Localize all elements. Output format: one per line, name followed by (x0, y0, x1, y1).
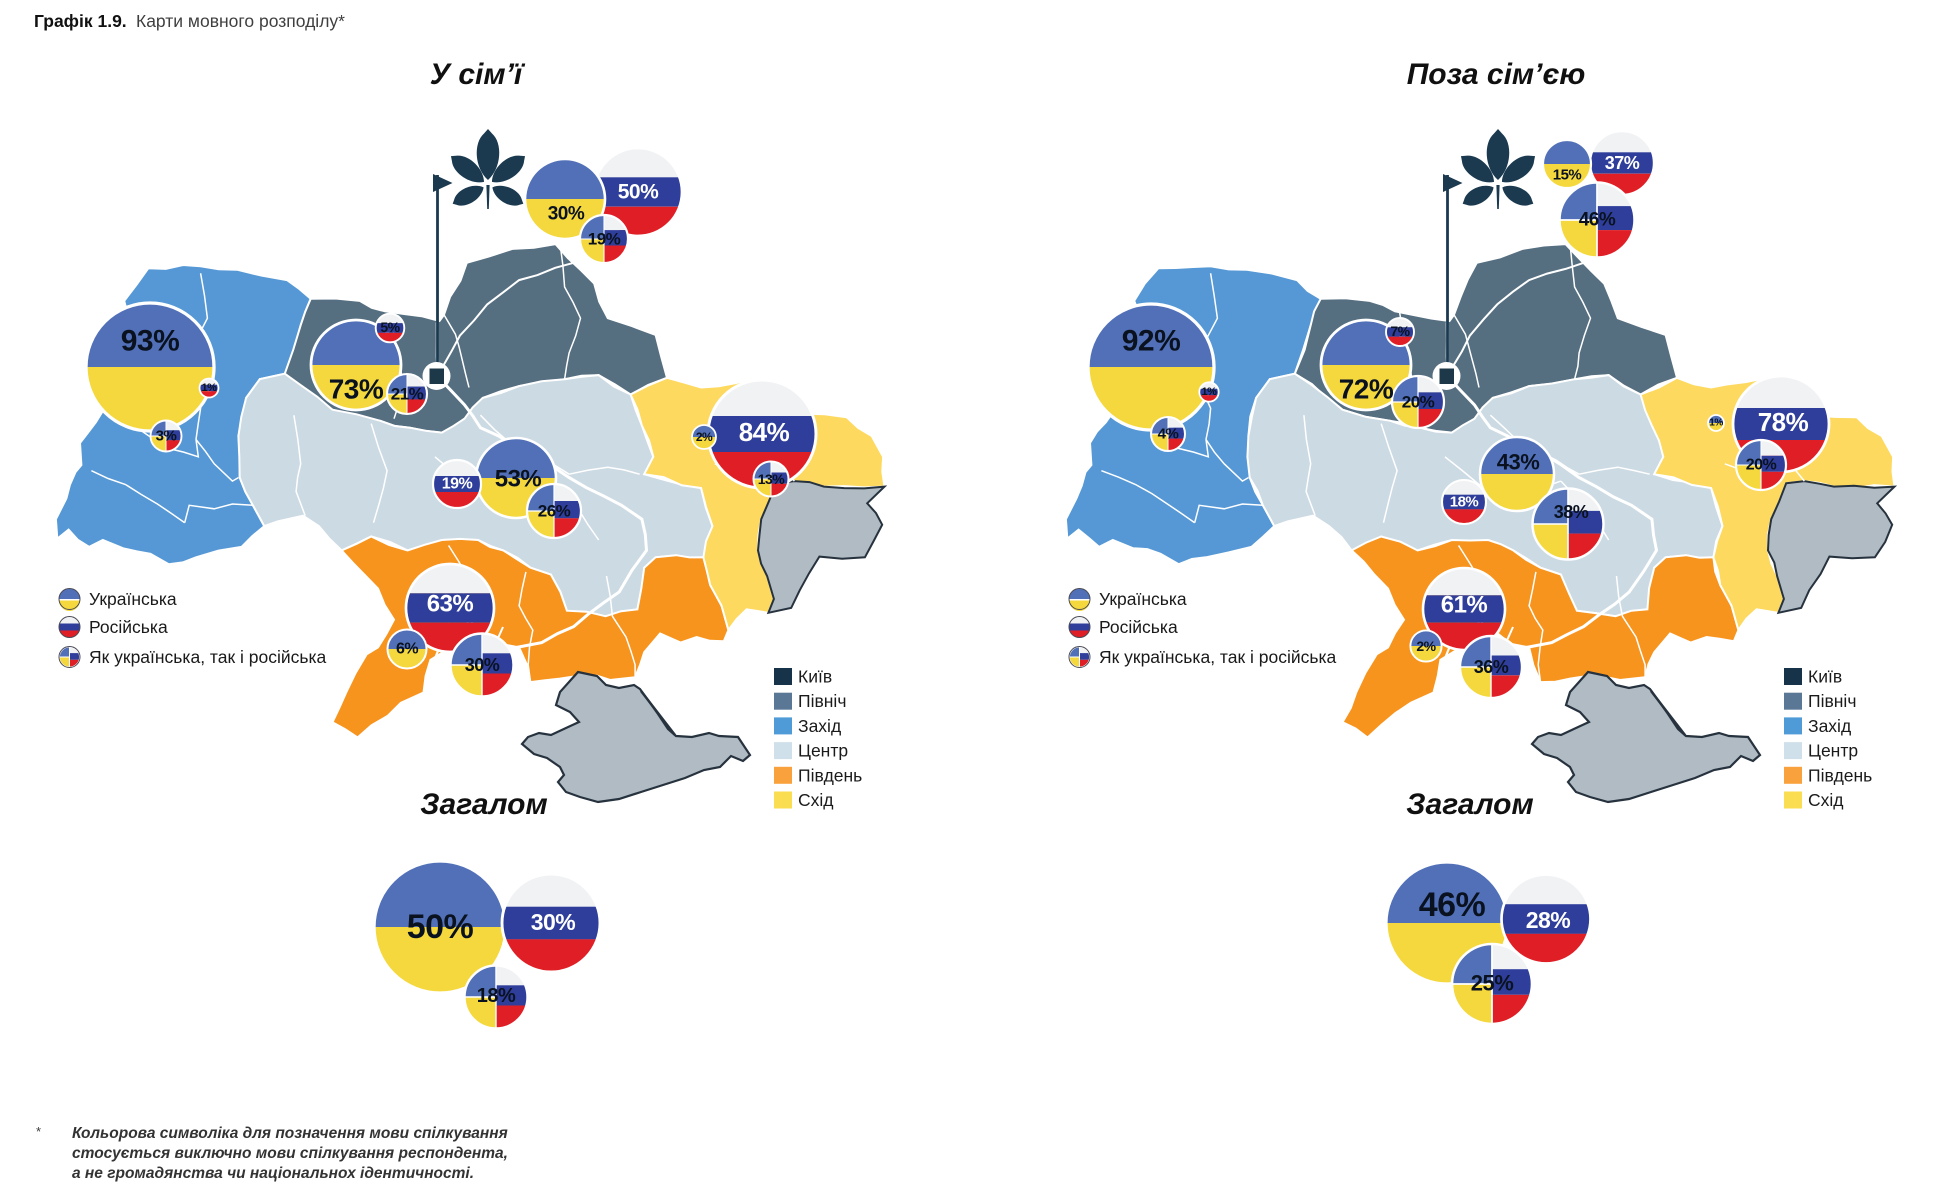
svg-text:2%: 2% (1416, 638, 1436, 654)
svg-text:20%: 20% (1746, 457, 1777, 474)
svg-text:72%: 72% (1339, 374, 1394, 405)
svg-text:19%: 19% (442, 476, 473, 493)
svg-text:7%: 7% (1390, 323, 1410, 339)
svg-text:13%: 13% (758, 471, 786, 487)
svg-text:26%: 26% (538, 502, 571, 521)
svg-text:Російська: Російська (1099, 617, 1178, 637)
svg-text:30%: 30% (465, 655, 500, 675)
svg-text:Захід: Захід (1808, 716, 1851, 736)
svg-text:Київ: Київ (798, 667, 832, 687)
svg-text:84%: 84% (739, 417, 790, 447)
svg-text:1%: 1% (1709, 418, 1723, 429)
svg-text:Українська: Українська (1099, 589, 1187, 609)
svg-text:21%: 21% (391, 385, 424, 404)
svg-text:1%: 1% (202, 382, 218, 394)
svg-text:Загалом: Загалом (1406, 788, 1533, 821)
svg-text:78%: 78% (1758, 407, 1809, 437)
svg-text:50%: 50% (618, 181, 659, 204)
svg-text:Загалом: Загалом (420, 788, 547, 821)
svg-text:Як українська, так і російська: Як українська, так і російська (89, 647, 327, 667)
svg-text:Російська: Російська (89, 617, 168, 637)
svg-text:3%: 3% (156, 428, 177, 445)
svg-text:30%: 30% (548, 204, 585, 225)
svg-text:Північ: Північ (798, 691, 846, 711)
svg-text:2%: 2% (696, 430, 713, 444)
svg-text:20%: 20% (1402, 393, 1435, 412)
svg-text:18%: 18% (477, 985, 516, 1007)
svg-text:У сім’ї: У сім’ї (430, 58, 526, 91)
svg-text:37%: 37% (1605, 153, 1640, 173)
svg-text:Північ: Північ (1808, 691, 1856, 711)
svg-text:28%: 28% (1526, 907, 1571, 933)
svg-text:Захід: Захід (798, 716, 841, 736)
svg-text:Поза сім’єю: Поза сім’єю (1407, 58, 1586, 91)
svg-text:63%: 63% (427, 591, 474, 618)
svg-text:25%: 25% (1471, 971, 1514, 996)
svg-text:4%: 4% (1158, 426, 1179, 443)
svg-text:Центр: Центр (798, 741, 848, 761)
svg-text:92%: 92% (1122, 325, 1181, 358)
svg-text:Схід: Схід (1808, 790, 1844, 810)
svg-text:46%: 46% (1419, 886, 1486, 924)
svg-text:50%: 50% (407, 908, 474, 946)
svg-text:30%: 30% (531, 909, 576, 935)
svg-text:46%: 46% (1579, 210, 1616, 231)
svg-text:Схід: Схід (798, 790, 834, 810)
svg-text:*: * (36, 1124, 41, 1139)
svg-text:стосується виключно мови спілк: стосується виключно мови спілкування рес… (72, 1145, 508, 1162)
svg-text:Південь: Південь (798, 765, 862, 785)
svg-text:73%: 73% (329, 374, 384, 405)
svg-text:19%: 19% (588, 230, 621, 249)
svg-text:Карти мовного розподілу*: Карти мовного розподілу* (136, 11, 345, 31)
svg-text:5%: 5% (380, 319, 400, 335)
svg-text:18%: 18% (1450, 494, 1479, 511)
svg-text:Графік 1.9.: Графік 1.9. (34, 11, 127, 31)
svg-text:15%: 15% (1553, 167, 1582, 184)
svg-text:Київ: Київ (1808, 667, 1842, 687)
svg-text:Кольорова символіка для познач: Кольорова символіка для позначення мови … (72, 1125, 508, 1142)
svg-text:43%: 43% (1497, 450, 1540, 475)
svg-text:Українська: Українська (89, 589, 177, 609)
svg-text:Як українська, так і російська: Як українська, так і російська (1099, 647, 1337, 667)
svg-text:а не громадянства чи національ: а не громадянства чи національнох іденти… (72, 1165, 474, 1182)
svg-text:61%: 61% (1441, 592, 1488, 619)
svg-text:1%: 1% (1202, 386, 1218, 398)
svg-text:38%: 38% (1554, 502, 1589, 522)
svg-text:53%: 53% (495, 466, 542, 493)
svg-text:36%: 36% (1474, 657, 1509, 677)
svg-text:6%: 6% (396, 641, 418, 658)
svg-text:Центр: Центр (1808, 741, 1858, 761)
svg-text:93%: 93% (121, 325, 180, 358)
svg-text:Південь: Південь (1808, 765, 1872, 785)
